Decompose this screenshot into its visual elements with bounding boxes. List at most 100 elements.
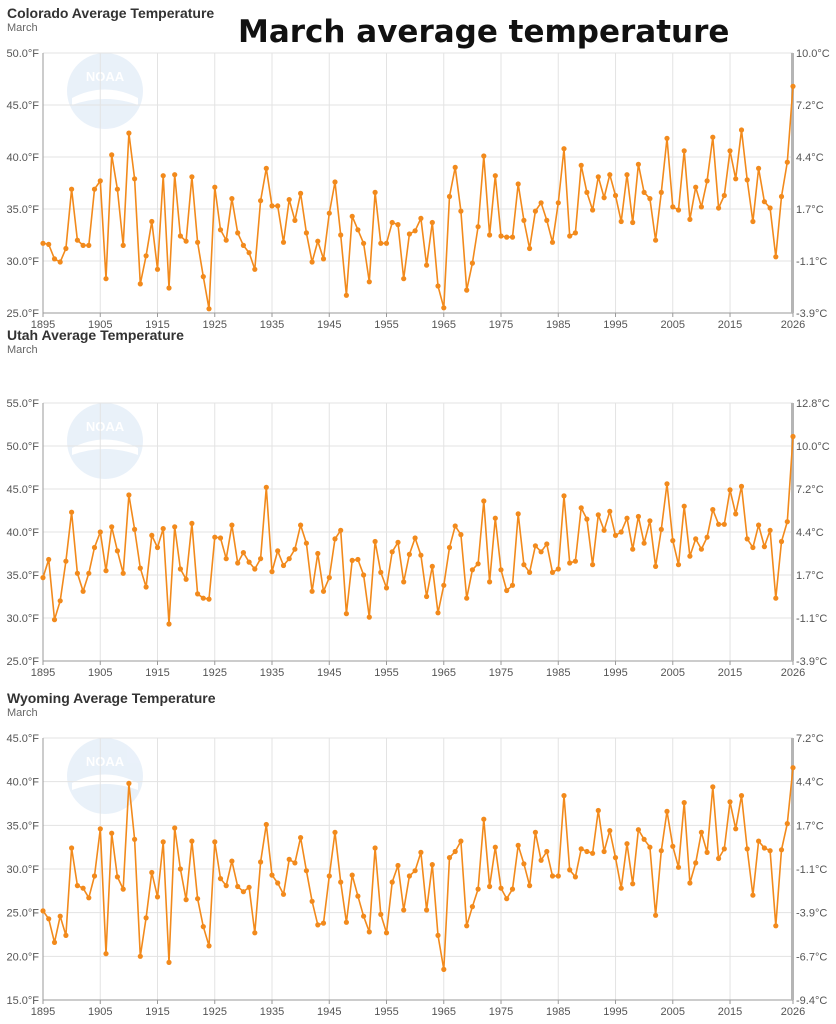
x-tick-label: 2015 [718,1006,742,1018]
data-point [69,509,75,515]
data-point [126,130,132,136]
data-point [315,550,321,557]
data-point [716,521,722,527]
data-point [240,889,246,895]
data-point [647,518,653,524]
y-tick-label-right: 1.7°C [796,570,824,582]
data-point [74,883,80,889]
data-point [154,266,161,272]
y-tick-label-right: -1.1°C [796,613,827,625]
data-point [160,173,166,179]
data-point [263,484,269,490]
data-point [773,923,779,929]
data-point [612,532,619,538]
data-point [441,305,447,311]
data-point [607,508,613,514]
data-point [664,481,670,487]
data-point [195,896,201,902]
data-point [406,231,412,237]
data-point [641,836,647,842]
y-tick-label-left: 40.0°F [6,777,39,789]
data-point [154,894,161,900]
x-tick-label: 1995 [603,319,627,331]
data-point [481,816,487,822]
data-point [217,535,224,541]
data-point [544,848,550,855]
data-point [109,524,115,530]
data-point [515,511,521,517]
x-tick-label: 1895 [31,1006,55,1018]
data-point [738,483,745,489]
data-point [515,842,521,848]
data-point [458,838,464,844]
data-point [280,891,287,897]
data-point [63,932,69,938]
data-point [109,830,115,836]
data-point [200,274,206,280]
x-tick-label: 2005 [661,319,685,331]
data-point [446,193,453,200]
y-axis-right [791,53,794,313]
x-tick-label: 1995 [603,667,627,679]
data-point [458,532,464,538]
data-point [693,860,699,866]
data-point [126,780,132,786]
page-title: March average temperature [238,14,730,50]
data-point [246,250,252,256]
chart-subtitle-wyoming: March [7,707,38,719]
logo-text: NOAA [86,754,125,769]
data-point [761,199,768,205]
x-tick-label: 1935 [260,1006,284,1018]
data-point [527,245,533,252]
chart-title-wyoming: Wyoming Average Temperature [7,690,216,706]
data-point [681,800,687,806]
data-point [217,227,224,233]
data-point [612,192,619,199]
data-point [349,872,355,878]
data-point [435,283,441,289]
data-point [149,218,155,225]
y-tick-label-right: -3.9°C [796,656,827,668]
data-point [778,538,785,545]
y-tick-label-left: 50.0°F [6,441,39,453]
data-point [658,526,664,532]
data-point [183,576,189,582]
data-point [693,184,699,190]
data-point [612,855,619,861]
y-tick-label-right: 7.2°C [796,100,824,112]
x-tick-label: 2026 [781,319,805,331]
data-point [103,951,109,957]
data-point [338,527,344,533]
data-point [727,487,733,493]
logo-text: NOAA [86,419,125,434]
data-point [258,198,264,204]
data-point [183,897,189,903]
data-point [229,196,235,202]
data-point [275,203,281,209]
data-point [498,233,504,239]
data-point [487,883,493,890]
x-tick-label: 1975 [489,319,513,331]
data-point [549,569,556,575]
data-point [378,240,384,246]
data-point [487,579,493,585]
data-point [601,195,607,201]
data-point [710,134,716,140]
x-tick-label: 2005 [661,667,685,679]
data-point [132,836,138,842]
data-point [675,562,682,568]
data-point [298,522,304,528]
data-point [446,544,453,551]
data-point [572,874,579,880]
data-point [206,943,212,949]
data-point [601,527,607,533]
y-tick-label-left: 45.0°F [6,100,39,112]
data-point [298,835,304,841]
data-point [590,850,596,856]
data-point [767,848,773,854]
data-point [464,595,470,601]
data-point [458,208,464,214]
data-point [418,215,424,221]
data-point [46,241,52,247]
data-point [200,924,206,930]
